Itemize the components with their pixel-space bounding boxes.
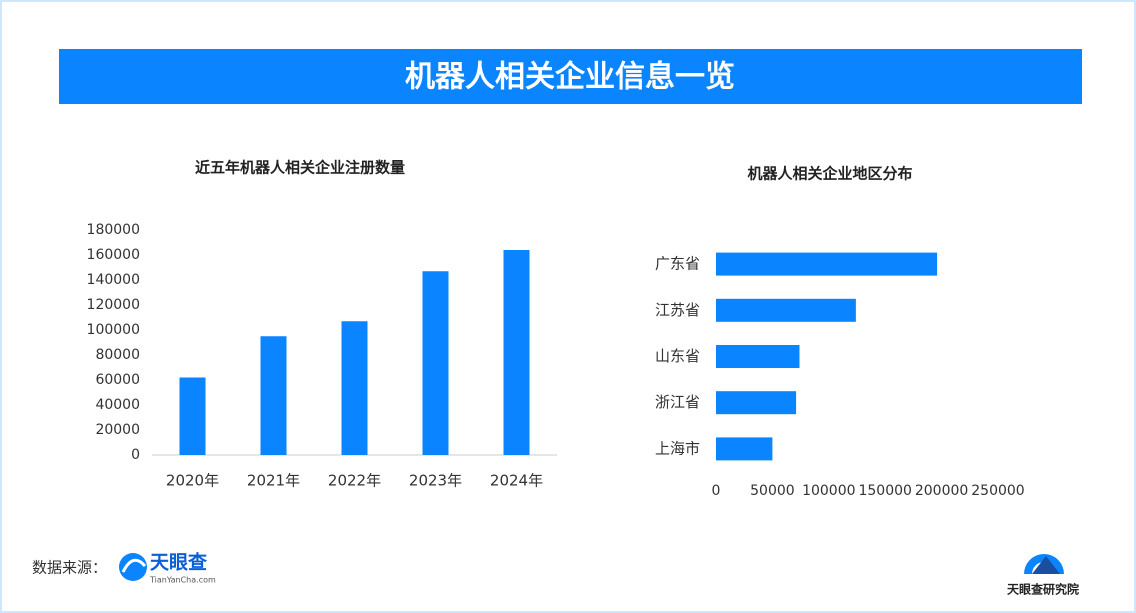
- bar: [260, 336, 287, 455]
- x-tick-label: 2022年: [328, 472, 381, 490]
- chart-title: 机器人相关企业地区分布: [747, 165, 912, 183]
- y-tick-label: 上海市: [655, 439, 700, 457]
- logo-subtext: TianYanCha.com: [149, 576, 216, 585]
- page-title: 机器人相关企业信息一览: [405, 60, 735, 95]
- y-tick-label: 140000: [87, 272, 140, 288]
- x-tick-label: 200000: [915, 483, 968, 499]
- bar: [422, 271, 449, 455]
- y-tick-label: 160000: [87, 247, 140, 263]
- bar: [341, 321, 368, 455]
- y-tick-label: 80000: [95, 347, 140, 363]
- logo-text: 天眼查: [150, 551, 208, 574]
- y-tick-label: 180000: [87, 222, 140, 238]
- y-tick-label: 山东省: [655, 347, 700, 365]
- bar: [716, 437, 773, 461]
- bar: [503, 250, 530, 455]
- brand-icon-peak: [1032, 556, 1060, 574]
- y-tick-label: 广东省: [655, 255, 700, 273]
- logo-icon: [119, 553, 147, 581]
- y-tick-label: 浙江省: [655, 393, 700, 411]
- y-tick-label: 100000: [87, 322, 140, 338]
- bar: [179, 377, 206, 455]
- x-tick-label: 100000: [802, 483, 855, 499]
- source-label: 数据来源：: [32, 559, 107, 577]
- brand-icon: [1024, 554, 1064, 574]
- brand-text: 天眼查研究院: [1007, 582, 1079, 597]
- x-tick-label: 2023年: [409, 472, 462, 490]
- bar: [716, 298, 856, 322]
- chart-title: 近五年机器人相关企业注册数量: [195, 159, 405, 177]
- x-tick-label: 50000: [750, 483, 795, 499]
- bar: [716, 345, 800, 368]
- header-banner: [59, 49, 1082, 104]
- x-tick-label: 2020年: [166, 472, 219, 490]
- x-tick-label: 150000: [858, 483, 911, 499]
- y-tick-label: 120000: [87, 297, 140, 313]
- y-tick-label: 0: [131, 447, 140, 463]
- bar: [716, 391, 797, 415]
- bar: [716, 252, 938, 276]
- y-tick-label: 40000: [95, 397, 140, 413]
- x-tick-label: 2024年: [490, 472, 543, 490]
- y-tick-label: 江苏省: [655, 301, 700, 319]
- logo-icon-swoosh: [121, 558, 147, 573]
- x-tick-label: 0: [712, 483, 721, 499]
- x-tick-label: 2021年: [247, 472, 300, 490]
- y-tick-label: 20000: [95, 422, 140, 438]
- x-tick-label: 250000: [971, 483, 1024, 499]
- y-tick-label: 60000: [95, 372, 140, 388]
